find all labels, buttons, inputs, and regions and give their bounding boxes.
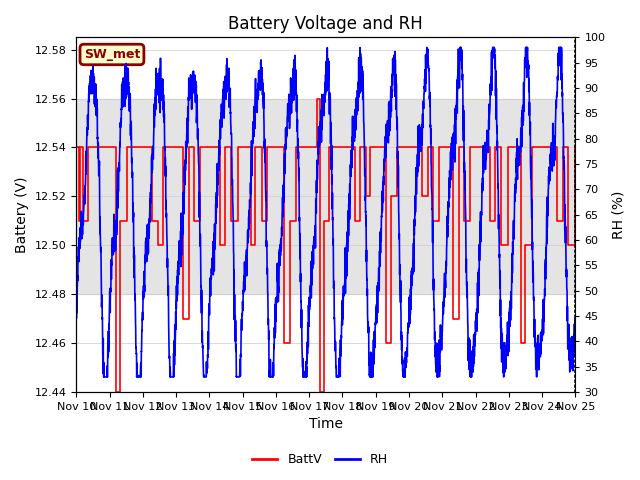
Legend: BattV, RH: BattV, RH <box>248 448 392 471</box>
Bar <box>76 98 575 294</box>
Title: Battery Voltage and RH: Battery Voltage and RH <box>228 15 423 33</box>
Y-axis label: RH (%): RH (%) <box>611 191 625 239</box>
X-axis label: Time: Time <box>309 418 343 432</box>
Text: SW_met: SW_met <box>84 48 140 61</box>
Y-axis label: Battery (V): Battery (V) <box>15 177 29 253</box>
